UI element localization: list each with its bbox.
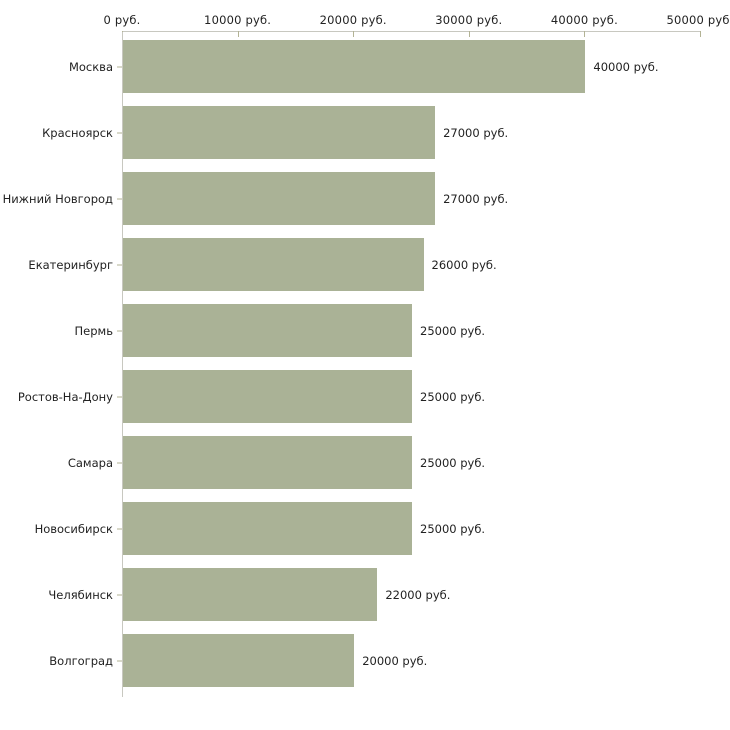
x-axis-tick-label: 50000 руб. [666,13,730,27]
bar[interactable] [123,106,436,159]
y-axis-tick-mark [117,198,122,199]
bar-row[interactable]: Екатеринбург 26000 руб. [0,238,730,291]
bar-row[interactable]: Самара 25000 руб. [0,436,730,489]
bar[interactable] [123,502,412,555]
category-label: Новосибирск [34,521,113,536]
category-label: Волгоград [49,653,113,668]
bar[interactable] [123,634,355,687]
bar-row[interactable]: Волгоград 20000 руб. [0,634,730,687]
y-axis-tick-mark [117,528,122,529]
category-label: Пермь [74,323,113,338]
bar-row[interactable]: Красноярск 27000 руб. [0,106,730,159]
bar-row[interactable]: Москва 40000 руб. [0,40,730,93]
bar-value-label: 25000 руб. [420,323,486,338]
x-axis-tick-mark [468,31,470,37]
bar[interactable] [123,370,412,423]
category-label: Самара [67,455,113,470]
bar-value-label: 22000 руб. [385,587,451,602]
y-axis-tick-mark [117,462,122,463]
y-axis-tick-mark [117,264,122,265]
bar[interactable] [123,568,378,621]
bar-value-label: 26000 руб. [431,257,497,272]
category-label: Челябинск [48,587,113,602]
category-label: Москва [68,59,113,74]
bar-row[interactable]: Нижний Новгород 27000 руб. [0,172,730,225]
y-axis-tick-mark [117,396,122,397]
bar-value-label: 27000 руб. [443,125,509,140]
bar-row[interactable]: Челябинск 22000 руб. [0,568,730,621]
y-axis-tick-mark [117,330,122,331]
y-axis-tick-mark [117,66,122,67]
y-axis-tick-mark [117,660,122,661]
x-axis: 0 руб. 10000 руб. 20000 руб. 30000 руб. 4000… [0,0,730,40]
category-label: Ростов-На-Дону [17,389,113,404]
bar-value-label: 27000 руб. [443,191,509,206]
bar[interactable] [123,436,412,489]
category-label: Нижний Новгород [2,191,113,206]
bar-row[interactable]: Ростов-На-Дону 25000 руб. [0,370,730,423]
x-axis-tick-mark [584,31,586,37]
bar-value-label: 20000 руб. [362,653,428,668]
y-axis-tick-mark [117,594,122,595]
bar[interactable] [123,40,586,93]
bar-value-label: 25000 руб. [420,521,486,536]
x-axis-tick-label: 0 руб. [103,13,141,27]
y-axis-tick-mark [117,132,122,133]
x-axis-tick-label: 20000 руб. [319,13,387,27]
y-axis-line [122,32,123,697]
category-label: Красноярск [42,125,113,140]
x-axis-tick-mark [700,31,701,37]
bar-value-label: 40000 руб. [593,59,659,74]
bar[interactable] [123,172,436,225]
x-axis-tick-mark [353,31,355,37]
x-axis-tick-label: 30000 руб. [435,13,503,27]
x-axis-tick-mark [237,31,239,37]
x-axis-tick-label: 10000 руб. [204,13,272,27]
bar[interactable] [123,304,412,357]
category-label: Екатеринбург [28,257,113,272]
x-axis-line [122,31,700,32]
bar-row[interactable]: Пермь 25000 руб. [0,304,730,357]
bar-row[interactable]: Новосибирск 25000 руб. [0,502,730,555]
bar[interactable] [123,238,424,291]
bar-value-label: 25000 руб. [420,455,486,470]
bar-value-label: 25000 руб. [420,389,486,404]
x-axis-tick-label: 40000 руб. [550,13,618,27]
